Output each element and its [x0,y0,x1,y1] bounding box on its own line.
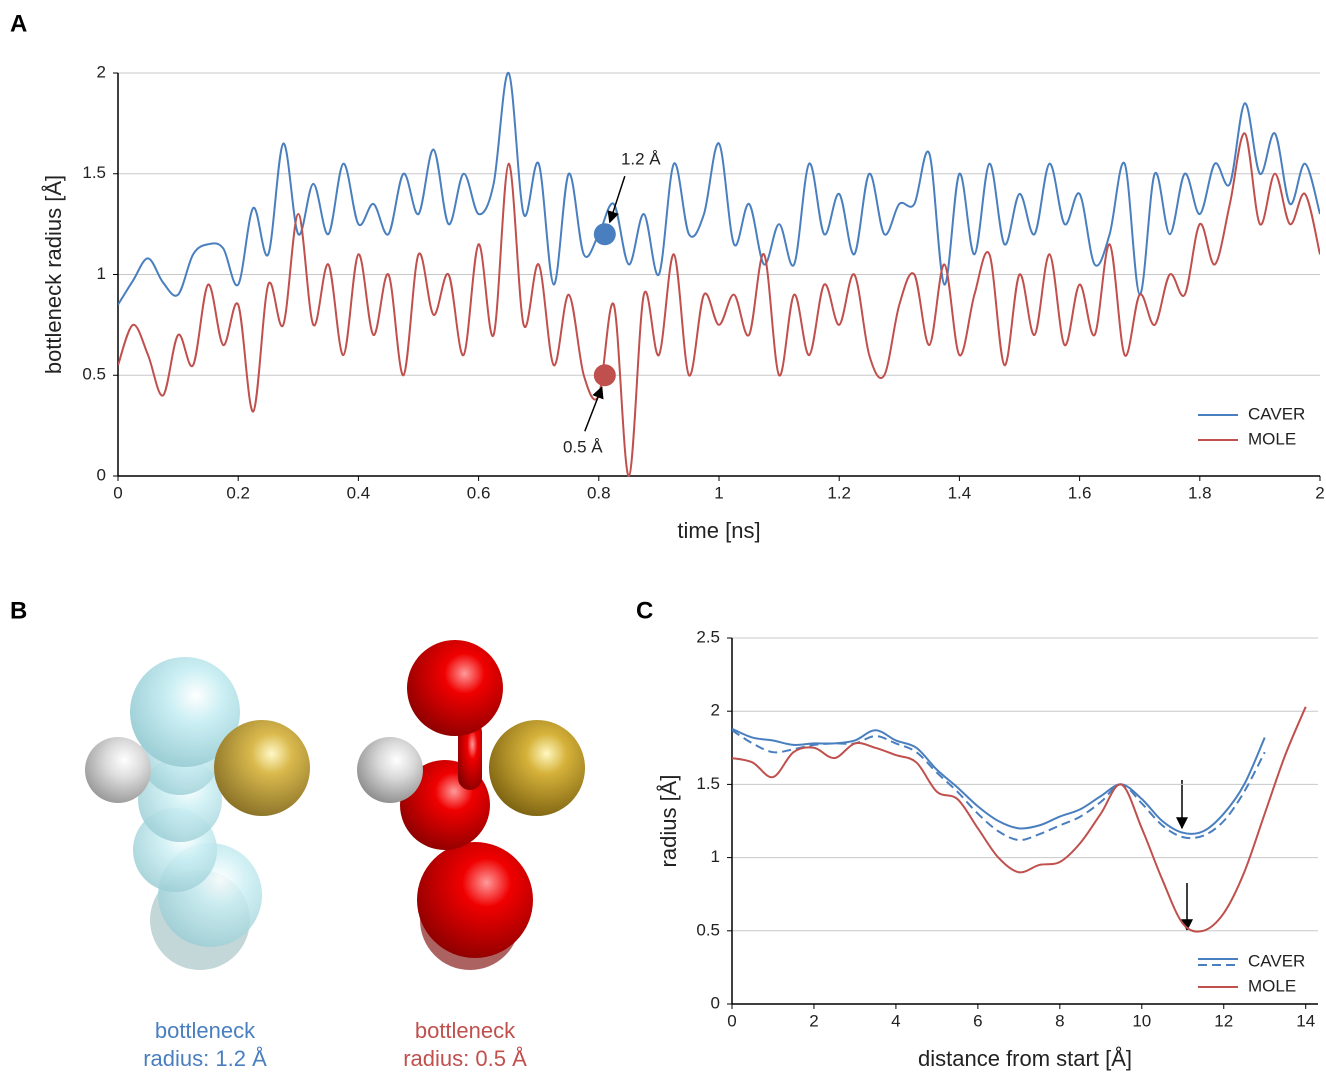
panel-label: A [10,10,27,37]
x-tick-label: 0.8 [587,483,611,502]
panel-label: C [636,597,653,624]
series-line [118,132,1320,478]
y-tick-label: 0 [711,993,720,1012]
x-tick-label: 8 [1055,1011,1064,1030]
caption: bottleneck [415,1018,516,1043]
series-line [732,727,1266,835]
x-axis-label: distance from start [Å] [918,1046,1132,1071]
y-tick-label: 0.5 [696,920,720,939]
x-tick-label: 0 [113,483,122,502]
y-tick-label: 0.5 [82,365,106,384]
y-tick-label: 1 [711,847,720,866]
series-line [732,729,1266,842]
annotation-point [593,223,616,246]
x-tick-label: 0.6 [467,483,491,502]
x-tick-label: 0.2 [226,483,250,502]
y-tick-label: 2 [711,701,720,720]
x-tick-label: 10 [1132,1011,1151,1030]
x-tick-label: 2 [809,1011,818,1030]
x-tick-label: 2 [1315,483,1324,502]
series-line [732,706,1307,933]
caver-structure [85,657,310,970]
x-tick-label: 6 [973,1011,982,1030]
y-tick-label: 0 [97,465,106,484]
x-tick-label: 0.4 [347,483,371,502]
legend-label: CAVER [1248,404,1305,423]
legend-label: MOLE [1248,976,1296,995]
x-tick-label: 4 [891,1011,900,1030]
x-axis-label: time [ns] [677,518,760,543]
legend-label: CAVER [1248,951,1305,970]
minimum-arrows [1176,780,1193,932]
x-tick-label: 14 [1296,1011,1315,1030]
caption: radius: 1.2 Å [143,1046,267,1071]
x-tick-label: 1.6 [1068,483,1092,502]
panel-label: B [10,597,27,624]
annotation-label: 0.5 Å [563,438,603,457]
y-tick-label: 1.5 [696,774,720,793]
legend-label: MOLE [1248,429,1296,448]
y-axis-label: bottleneck radius [Å] [41,175,66,374]
series-line [118,71,1320,306]
caption: radius: 0.5 Å [403,1046,527,1071]
caption: bottleneck [155,1018,256,1043]
mole-structure [357,640,585,970]
x-tick-label: 12 [1214,1011,1233,1030]
y-tick-label: 1.5 [82,163,106,182]
annotation-label: 1.2 Å [621,150,661,169]
x-tick-label: 1.4 [948,483,972,502]
y-tick-label: 2 [97,62,106,81]
y-tick-label: 1 [97,264,106,283]
x-tick-label: 1 [714,483,723,502]
y-axis-label: radius [Å] [656,775,681,868]
y-tick-label: 2.5 [696,627,720,646]
annotation-point [593,364,616,387]
annotation-arrow [607,175,626,224]
annotation-arrow [584,386,604,432]
x-tick-label: 0 [727,1011,736,1030]
x-tick-label: 1.8 [1188,483,1212,502]
x-tick-label: 1.2 [827,483,851,502]
